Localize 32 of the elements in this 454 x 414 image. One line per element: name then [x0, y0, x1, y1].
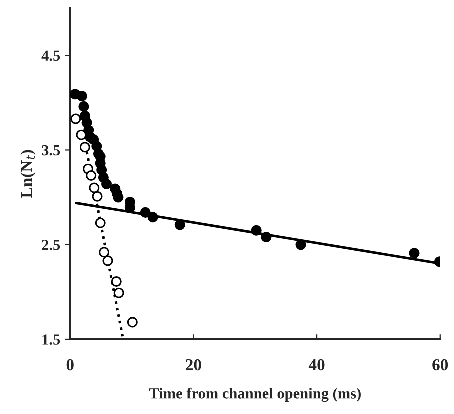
y-tick-label: 2.5: [42, 240, 60, 250]
x-axis-title: Time from channel opening (ms): [149, 388, 361, 402]
y-axis-title: Ln(N$_{t}$): [20, 150, 36, 198]
point: [86, 170, 97, 182]
point: [409, 248, 420, 259]
point: [70, 114, 82, 124]
x-tick-label: 60: [432, 359, 448, 371]
y-tick-label: 4.5: [42, 50, 60, 62]
point: [127, 317, 138, 328]
y-tick-label: 3.5: [42, 145, 60, 156]
point: [174, 220, 186, 230]
point: [261, 232, 272, 243]
point: [76, 130, 87, 140]
x-tick-label: 20: [186, 359, 202, 371]
point: [114, 288, 124, 298]
point: [99, 247, 110, 258]
point: [148, 212, 158, 223]
x-tick-label: 40: [308, 359, 325, 371]
point: [78, 101, 90, 112]
y-tick-label: 1.5: [42, 334, 60, 345]
x-tick-label: 0: [66, 359, 74, 371]
point: [296, 240, 306, 250]
point: [101, 179, 112, 190]
point: [89, 182, 100, 194]
point: [76, 91, 88, 102]
point: [92, 191, 103, 202]
point: [251, 225, 262, 236]
point: [140, 207, 151, 218]
point: [95, 218, 106, 228]
point: [102, 256, 114, 266]
point: [80, 142, 90, 153]
point: [111, 276, 122, 288]
